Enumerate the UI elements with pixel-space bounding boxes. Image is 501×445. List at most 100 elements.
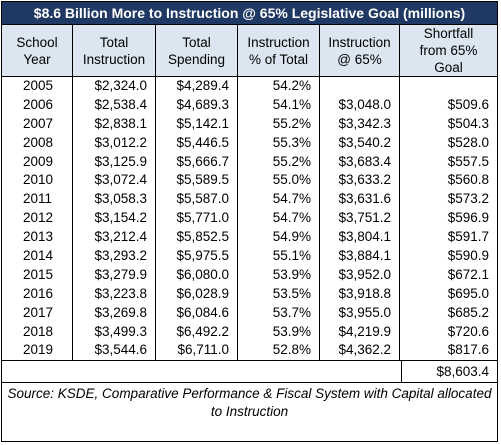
- cell-shortfall: $557.5: [447, 153, 489, 169]
- cell-total-spending: $6,492.2: [156, 322, 238, 342]
- cell-shortfall: $509.6: [447, 96, 489, 112]
- cell-year: 2005: [2, 77, 73, 96]
- table-row: 2018 $3,499.3 $6,492.2 53.9% $4,219.9 $720.6: [2, 322, 497, 342]
- cell-shortfall: [400, 77, 497, 96]
- cell-total-instruction: $3,223.8: [73, 284, 156, 304]
- cell-instruction-pct: 55.2%: [238, 152, 320, 172]
- cell-total-instruction: $3,012.2: [73, 133, 156, 153]
- cell-total-spending: $5,587.0: [156, 190, 238, 210]
- cell-year: 2009: [2, 152, 73, 172]
- source-note: Source: KSDE, Comparative Performance & …: [7, 386, 492, 420]
- cell-instruction-pct: 55.1%: [238, 247, 320, 266]
- cell-instruction-65: $4,219.9: [320, 322, 400, 342]
- header-total-instruction: Total Instruction: [73, 25, 156, 76]
- cell-total-instruction: $3,125.9: [73, 152, 156, 172]
- cell-instruction-pct: 54.9%: [238, 228, 320, 248]
- cell-shortfall: $720.6: [447, 323, 489, 339]
- cell-total-instruction: $3,269.8: [73, 303, 156, 323]
- table-row: 2009 $3,125.9 $5,666.7 55.2% $3,683.4 $557.5: [2, 152, 497, 172]
- cell-total-instruction: $2,838.1: [73, 114, 156, 134]
- table-title: $8.6 Billion More to Instruction @ 65% L…: [2, 2, 497, 25]
- table-row: 2017 $3,269.8 $6,084.6 53.7% $3,955.0 $685.2: [2, 303, 497, 323]
- cell-total-instruction: $3,293.2: [73, 247, 156, 266]
- cell-year: 2014: [2, 247, 73, 266]
- total-shortfall: $8,603.4: [436, 364, 489, 380]
- cell-total-spending: $6,084.6: [156, 303, 238, 323]
- cell-shortfall: $695.0: [447, 285, 489, 301]
- cell-total-spending: $5,446.5: [156, 133, 238, 153]
- cell-instruction-65: [320, 77, 400, 96]
- cell-instruction-pct: 54.7%: [238, 209, 320, 229]
- cell-year: 2012: [2, 209, 73, 229]
- table-row: 2012 $3,154.2 $5,771.0 54.7% $3,751.2 $596.9: [2, 209, 497, 229]
- table-row: 2015 $3,279.9 $6,080.0 53.9% $3,952.0 $672.1: [2, 265, 497, 285]
- cell-instruction-65: $3,683.4: [320, 152, 400, 172]
- table-row: 2011 $3,058.3 $5,587.0 54.7% $3,631.6 $573.2: [2, 190, 497, 210]
- total-row: $8,603.4: [2, 361, 497, 384]
- header-instruction-pct: Instruction % of Total: [238, 25, 320, 76]
- cell-instruction-pct: 52.8%: [238, 341, 320, 361]
- cell-shortfall: $528.0: [447, 134, 489, 150]
- cell-shortfall: $590.9: [447, 248, 489, 264]
- cell-instruction-65: $3,048.0: [320, 95, 400, 115]
- table-row: 2014 $3,293.2 $5,975.5 55.1% $3,884.1 $590.9: [2, 247, 497, 266]
- cell-instruction-pct: 54.7%: [238, 190, 320, 210]
- cell-instruction-pct: 54.1%: [238, 95, 320, 115]
- table-row: 2019 $3,544.6 $6,711.0 52.8% $4,362.2 $817.6: [2, 341, 497, 361]
- header-school-year: School Year: [2, 25, 73, 76]
- cell-instruction-65: $3,884.1: [320, 247, 400, 266]
- cell-total-spending: $5,852.5: [156, 228, 238, 248]
- cell-year: 2008: [2, 133, 73, 153]
- header-instruction-65: Instruction @ 65%: [320, 25, 400, 76]
- cell-instruction-pct: 55.2%: [238, 114, 320, 134]
- cell-year: 2011: [2, 190, 73, 210]
- cell-total-instruction: $3,058.3: [73, 190, 156, 210]
- table-body: 2005 $2,324.0 $4,289.4 54.2% 2006 $2,538.4 $4,…: [2, 77, 497, 362]
- cell-shortfall: $817.6: [447, 342, 489, 358]
- cell-total-spending: $6,080.0: [156, 265, 238, 285]
- table-row: 2013 $3,212.4 $5,852.5 54.9% $3,804.1 $591.7: [2, 228, 497, 248]
- cell-total-spending: $5,142.1: [156, 114, 238, 134]
- cell-total-spending: $6,028.9: [156, 284, 238, 304]
- cell-instruction-pct: 53.7%: [238, 303, 320, 323]
- table-row: 2006 $2,538.4 $4,689.3 54.1% $3,048.0 $509.6: [2, 95, 497, 115]
- cell-year: 2019: [2, 341, 73, 361]
- cell-year: 2010: [2, 171, 73, 191]
- cell-year: 2018: [2, 322, 73, 342]
- cell-instruction-65: $4,362.2: [320, 341, 400, 361]
- cell-total-instruction: $3,279.9: [73, 265, 156, 285]
- cell-total-spending: $5,589.5: [156, 171, 238, 191]
- cell-total-instruction: $3,544.6: [73, 341, 156, 361]
- cell-shortfall: $573.2: [447, 191, 489, 207]
- cell-total-spending: $6,711.0: [156, 341, 238, 361]
- cell-total-spending: $5,975.5: [156, 247, 238, 266]
- cell-shortfall: $672.1: [447, 266, 489, 282]
- table-row: 2008 $3,012.2 $5,446.5 55.3% $3,540.2 $528.0: [2, 133, 497, 153]
- cell-instruction-pct: 53.9%: [238, 265, 320, 285]
- cell-shortfall: $560.8: [447, 172, 489, 188]
- cell-instruction-65: $3,633.2: [320, 171, 400, 191]
- cell-instruction-pct: 55.3%: [238, 133, 320, 153]
- cell-instruction-65: $3,952.0: [320, 265, 400, 285]
- table-row: 2010 $3,072.4 $5,589.5 55.0% $3,633.2 $560.8: [2, 171, 497, 191]
- cell-year: 2017: [2, 303, 73, 323]
- cell-year: 2016: [2, 284, 73, 304]
- cell-instruction-65: $3,540.2: [320, 133, 400, 153]
- cell-year: 2006: [2, 95, 73, 115]
- header-row: School Year Total Instruction Total Spen…: [2, 25, 497, 77]
- cell-instruction-65: $3,955.0: [320, 303, 400, 323]
- cell-total-instruction: $3,154.2: [73, 209, 156, 229]
- header-total-spending: Total Spending: [156, 25, 238, 76]
- cell-instruction-65: $3,918.8: [320, 284, 400, 304]
- cell-year: 2013: [2, 228, 73, 248]
- cell-instruction-pct: 54.2%: [238, 77, 320, 96]
- cell-shortfall: $504.3: [447, 115, 489, 131]
- cell-shortfall: $685.2: [447, 304, 489, 320]
- cell-total-spending: $4,689.3: [156, 95, 238, 115]
- cell-total-instruction: $3,499.3: [73, 322, 156, 342]
- cell-total-instruction: $3,212.4: [73, 228, 156, 248]
- cell-instruction-65: $3,342.3: [320, 114, 400, 134]
- cell-instruction-65: $3,631.6: [320, 190, 400, 210]
- table-row: 2007 $2,838.1 $5,142.1 55.2% $3,342.3 $504.3: [2, 114, 497, 134]
- table-row: 2005 $2,324.0 $4,289.4 54.2%: [2, 77, 497, 96]
